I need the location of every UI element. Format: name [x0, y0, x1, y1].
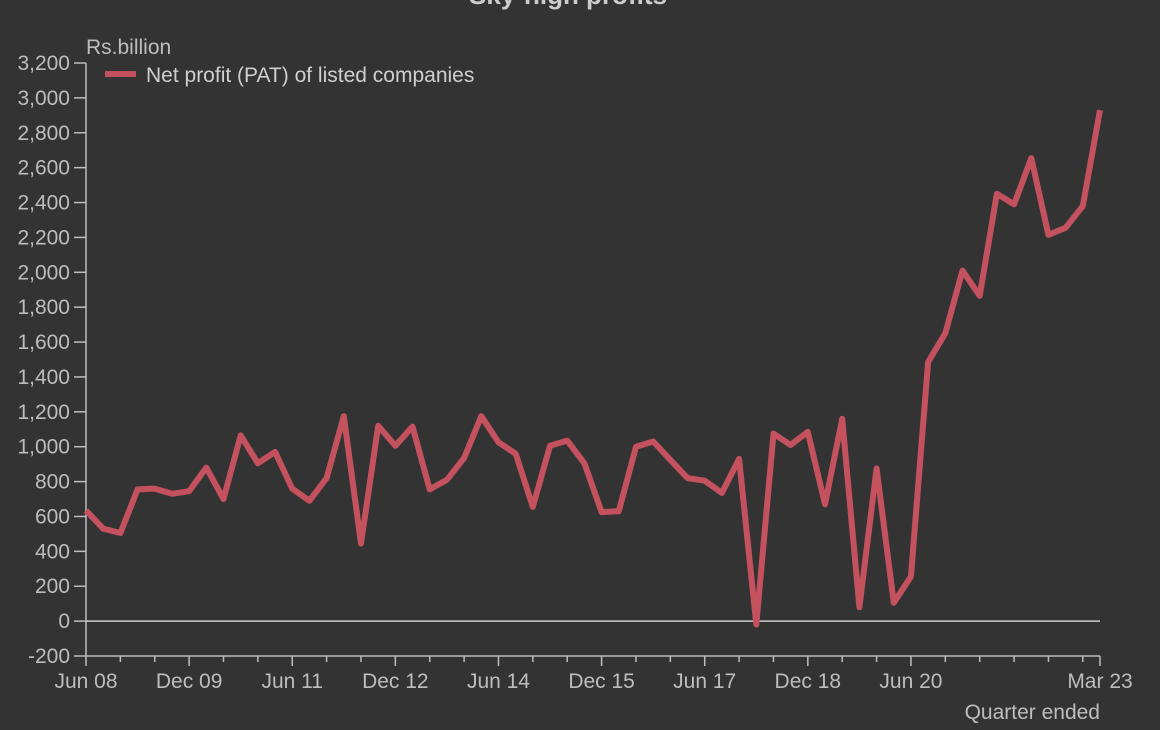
y-tick-label: 600	[35, 505, 70, 528]
y-tick-label: 3,000	[17, 87, 70, 110]
x-tick-label: Jun 14	[467, 670, 530, 693]
x-tick-label: Jun 08	[54, 670, 117, 693]
x-tick-label: Dec 12	[362, 670, 429, 693]
chart-title: Sky-high profits	[469, 0, 667, 10]
y-tick-label: 2,800	[17, 122, 70, 145]
y-tick-label: 1,400	[17, 366, 70, 389]
x-tick-label: Jun 11	[261, 670, 323, 693]
y-tick-label: 2,000	[17, 261, 70, 284]
y-tick-label: 1,200	[17, 401, 70, 424]
y-tick-label: 3,200	[17, 52, 70, 75]
series-group	[83, 109, 1103, 628]
series-line-net-profit	[83, 109, 1103, 628]
x-tick-label: Jun 20	[879, 670, 942, 693]
x-tick-label: Dec 09	[156, 670, 223, 693]
y-tick-label: 2,400	[17, 192, 70, 215]
y-tick-label: 2,200	[17, 226, 70, 249]
y-axis: -200 0 200 400 600 800 1,000 1,200 1,400 1,600 1,8…	[17, 52, 1100, 668]
y-tick-label: 800	[35, 471, 70, 494]
x-tick-label: Dec 15	[568, 670, 635, 693]
x-tick-label: Mar 23	[1067, 670, 1132, 693]
y-tick-label: 200	[35, 575, 70, 598]
x-tick-label: Dec 18	[775, 670, 842, 693]
y-tick-label: 400	[35, 540, 70, 563]
y-tick-label: 2,600	[17, 157, 70, 180]
x-axis: Jun 08 Dec 09 Jun 11 Dec 12 Jun 14 Dec 15 Jun …	[54, 655, 1133, 693]
x-axis-label: Quarter ended	[965, 701, 1100, 724]
y-tick-label: 1,600	[17, 331, 70, 354]
y-tick-label: 0	[58, 610, 70, 633]
y-tick-label: 1,000	[17, 436, 70, 459]
y-tick-label: -200	[28, 645, 70, 668]
legend: Net profit (PAT) of listed companies	[105, 64, 474, 87]
x-tick-label: Jun 17	[673, 670, 736, 693]
y-axis-unit-label: Rs.billion	[86, 36, 171, 59]
y-tick-label: 1,800	[17, 296, 70, 319]
legend-label: Net profit (PAT) of listed companies	[146, 64, 474, 87]
